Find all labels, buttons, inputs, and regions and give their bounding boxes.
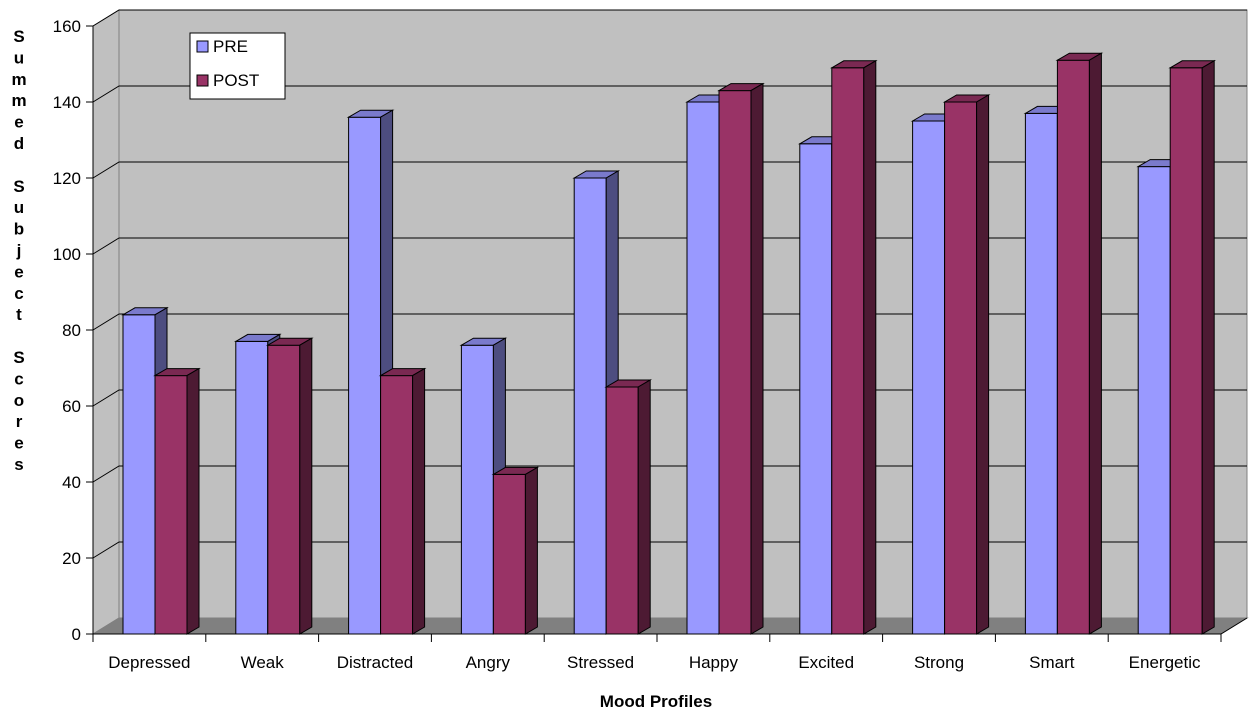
x-category-label: Weak <box>241 653 285 672</box>
legend-label-pre: PRE <box>213 37 248 56</box>
bar-post-happy <box>718 90 752 635</box>
bar-side-post-distracted <box>412 367 426 635</box>
bar-pre-happy <box>686 101 720 635</box>
bar-pre-angry <box>460 344 494 635</box>
x-category-label: Energetic <box>1129 653 1201 672</box>
bar-pre-distracted <box>348 116 382 635</box>
bar-post-depressed <box>154 375 188 635</box>
legend-swatch-pre <box>196 40 209 53</box>
y-axis-title-letter: m <box>11 70 26 89</box>
y-axis-title-letter: d <box>14 134 24 153</box>
bar-post-strong <box>944 101 978 635</box>
bar-side-post-weak <box>299 337 313 635</box>
x-category-label: Excited <box>798 653 854 672</box>
y-axis-title-letter: j <box>16 241 22 260</box>
bar-side-post-depressed <box>186 367 200 635</box>
gridline <box>92 9 1247 27</box>
bar-pre-excited <box>799 143 833 635</box>
bar-pre-strong <box>912 120 946 635</box>
x-category-label: Smart <box>1029 653 1075 672</box>
y-axis-title-letter: S <box>13 27 24 46</box>
y-axis-title-letter: m <box>11 91 26 110</box>
bar-pre-smart <box>1024 112 1058 635</box>
y-axis-title-letter: e <box>14 113 23 132</box>
bar-post-distracted <box>380 375 414 635</box>
x-category-label: Angry <box>466 653 511 672</box>
y-axis-title-letter: u <box>14 198 24 217</box>
x-category-label: Strong <box>914 653 964 672</box>
y-tick-label: 80 <box>62 321 81 340</box>
y-tick-label: 40 <box>62 473 81 492</box>
y-tick-label: 100 <box>53 245 81 264</box>
y-tick-label: 140 <box>53 93 81 112</box>
bar-post-excited <box>831 67 865 635</box>
legend-label-post: POST <box>213 71 259 90</box>
y-axis-title-letter: b <box>14 220 24 239</box>
x-category-label: Stressed <box>567 653 634 672</box>
x-category-label: Distracted <box>337 653 414 672</box>
y-axis-title-letter: e <box>14 434 23 453</box>
x-axis-title: Mood Profiles <box>600 692 712 711</box>
y-axis-title-letter: r <box>16 412 23 431</box>
y-tick-label: 20 <box>62 549 81 568</box>
axes <box>86 25 1248 642</box>
bar-side-post-strong <box>976 94 990 635</box>
x-category-label: Happy <box>689 653 739 672</box>
bar-side-post-stressed <box>637 379 651 635</box>
bar-side-post-energetic <box>1201 59 1215 635</box>
y-tick-label: 120 <box>53 169 81 188</box>
x-category-labels: Depressed Weak Distracted Angry Stressed Happ… <box>108 653 1201 672</box>
y-axis-title-letter: S <box>13 177 24 196</box>
legend: PRE POST <box>189 32 286 100</box>
y-axis-title-letter: S <box>13 348 24 367</box>
bar-side-post-smart <box>1088 52 1102 635</box>
bar-pre-energetic <box>1137 166 1171 635</box>
bar-side-post-angry <box>524 466 538 635</box>
bar-pre-weak <box>235 340 269 635</box>
y-axis-title-letter: u <box>14 48 24 67</box>
y-tick-labels: 0 20 40 60 80 100 120 140 160 <box>53 17 81 644</box>
y-tick-label: 160 <box>53 17 81 36</box>
y-axis-title-letter: s <box>14 455 23 474</box>
bar-side-post-excited <box>863 59 877 635</box>
y-tick-label: 0 <box>72 625 81 644</box>
y-axis-title-letter: t <box>16 305 22 324</box>
x-category-label: Depressed <box>108 653 190 672</box>
y-axis-title-letter: c <box>14 369 23 388</box>
bar-post-energetic <box>1169 67 1203 635</box>
bar-post-angry <box>492 473 526 635</box>
y-axis-title-letter: e <box>14 262 23 281</box>
y-axis-title-letter: c <box>14 284 23 303</box>
bar-pre-stressed <box>573 177 607 635</box>
legend-swatch-post <box>196 74 209 87</box>
bar-post-weak <box>267 344 301 635</box>
y-axis-title-letter: o <box>14 391 24 410</box>
y-tick-label: 60 <box>62 397 81 416</box>
floor-edge <box>1220 617 1248 635</box>
bar-post-smart <box>1056 59 1090 635</box>
bars <box>121 52 1217 635</box>
bar-post-stressed <box>605 386 639 635</box>
bar-side-post-happy <box>750 82 764 635</box>
bar-pre-depressed <box>122 314 156 635</box>
